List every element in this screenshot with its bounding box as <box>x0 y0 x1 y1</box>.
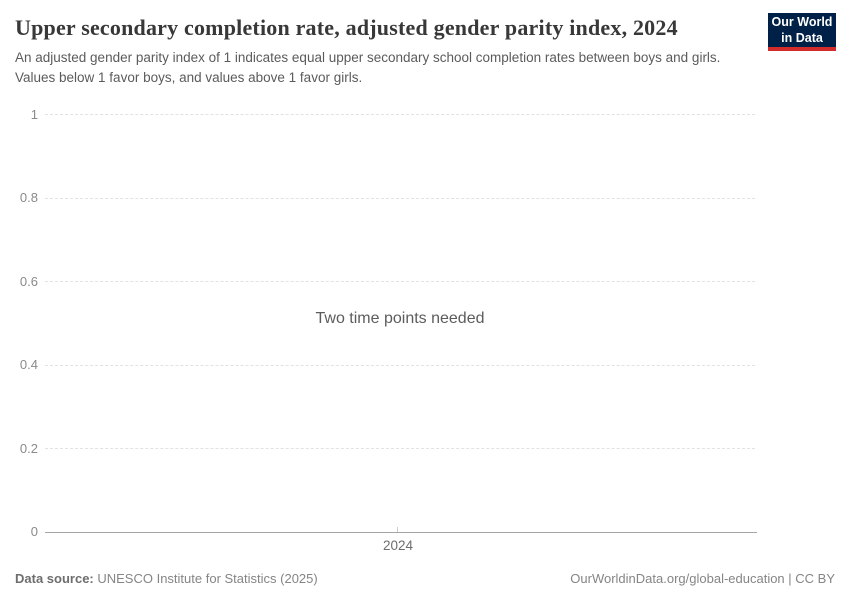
y-axis-tick-label: 1 <box>30 106 38 122</box>
chart-footer: Data source: UNESCO Institute for Statis… <box>15 571 835 586</box>
x-axis-line <box>45 531 757 533</box>
x-axis-tick-label: 2024 <box>382 538 414 553</box>
y-axis-tick-label: 0 <box>30 524 38 539</box>
data-source-note: Data source: UNESCO Institute for Statis… <box>15 571 318 586</box>
y-gridline <box>45 281 755 282</box>
y-gridline <box>45 448 755 449</box>
chart-subtitle: An adjusted gender parity index of 1 ind… <box>15 50 721 86</box>
y-axis-tick-label: 0.6 <box>19 273 38 289</box>
y-gridline <box>45 364 755 366</box>
owid-logo[interactable]: Our World in Data <box>768 13 836 51</box>
y-axis-tick-label: 0.8 <box>19 190 38 205</box>
chart-header: Upper secondary completion rate, adjuste… <box>15 15 755 89</box>
y-gridline <box>45 197 755 199</box>
owid-logo-line1: Our World <box>771 14 833 29</box>
x-axis-tick-mark <box>397 527 398 532</box>
owid-logo-line2: in Data <box>781 31 823 45</box>
data-source-value: UNESCO Institute for Statistics (2025) <box>93 571 318 586</box>
data-source-label: Data source: <box>15 571 94 586</box>
y-axis-tick-label: 0.4 <box>19 357 38 372</box>
y-gridline <box>45 114 755 115</box>
attribution-link[interactable]: OurWorldinData.org/global-education | CC… <box>570 571 835 586</box>
y-axis-tick-label: 0.2 <box>19 440 38 456</box>
chart-empty-message: Two time points needed <box>315 310 485 327</box>
page-title: Upper secondary completion rate, adjuste… <box>15 15 678 40</box>
